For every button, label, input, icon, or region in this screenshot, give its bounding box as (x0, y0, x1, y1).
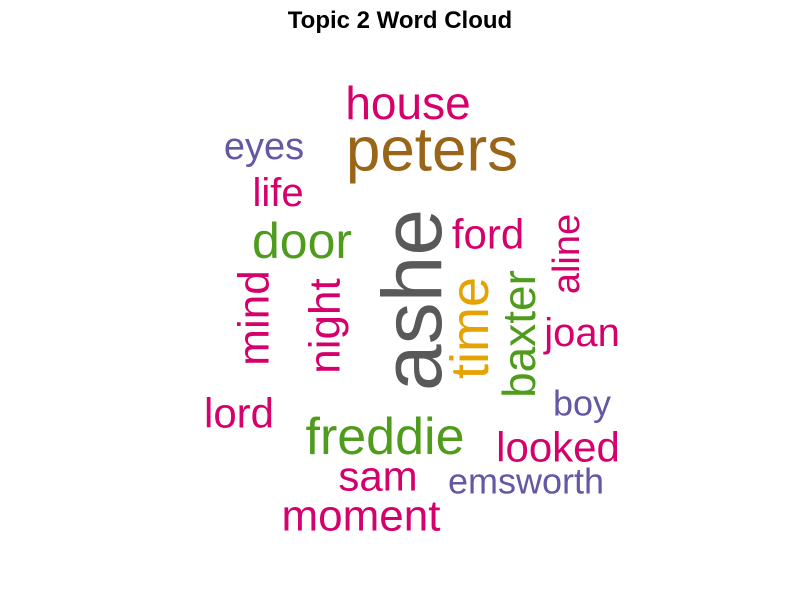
word-night: night (301, 278, 350, 373)
word-eyes: eyes (224, 126, 304, 168)
word-baxter: baxter (493, 270, 545, 398)
word-moment: moment (282, 492, 441, 541)
word-peters: peters (346, 116, 518, 185)
word-lord: lord (204, 390, 274, 437)
word-joan: joan (543, 311, 620, 355)
word-mind: mind (230, 270, 279, 365)
word-ford: ford (452, 211, 524, 258)
word-sam: sam (338, 453, 417, 500)
word-cloud-words: ashe peters time house door freddie baxter eyes… (204, 77, 620, 541)
word-door: door (252, 213, 352, 269)
word-time: time (440, 277, 500, 379)
word-ashe: ashe (365, 209, 459, 391)
word-looked: looked (496, 424, 620, 471)
word-boy: boy (553, 383, 611, 424)
word-emsworth: emsworth (448, 461, 604, 502)
word-aline: aline (546, 214, 588, 294)
word-house: house (345, 77, 470, 129)
word-freddie: freddie (306, 408, 465, 466)
word-life: life (252, 171, 303, 215)
chart-title: Topic 2 Word Cloud (288, 7, 512, 34)
